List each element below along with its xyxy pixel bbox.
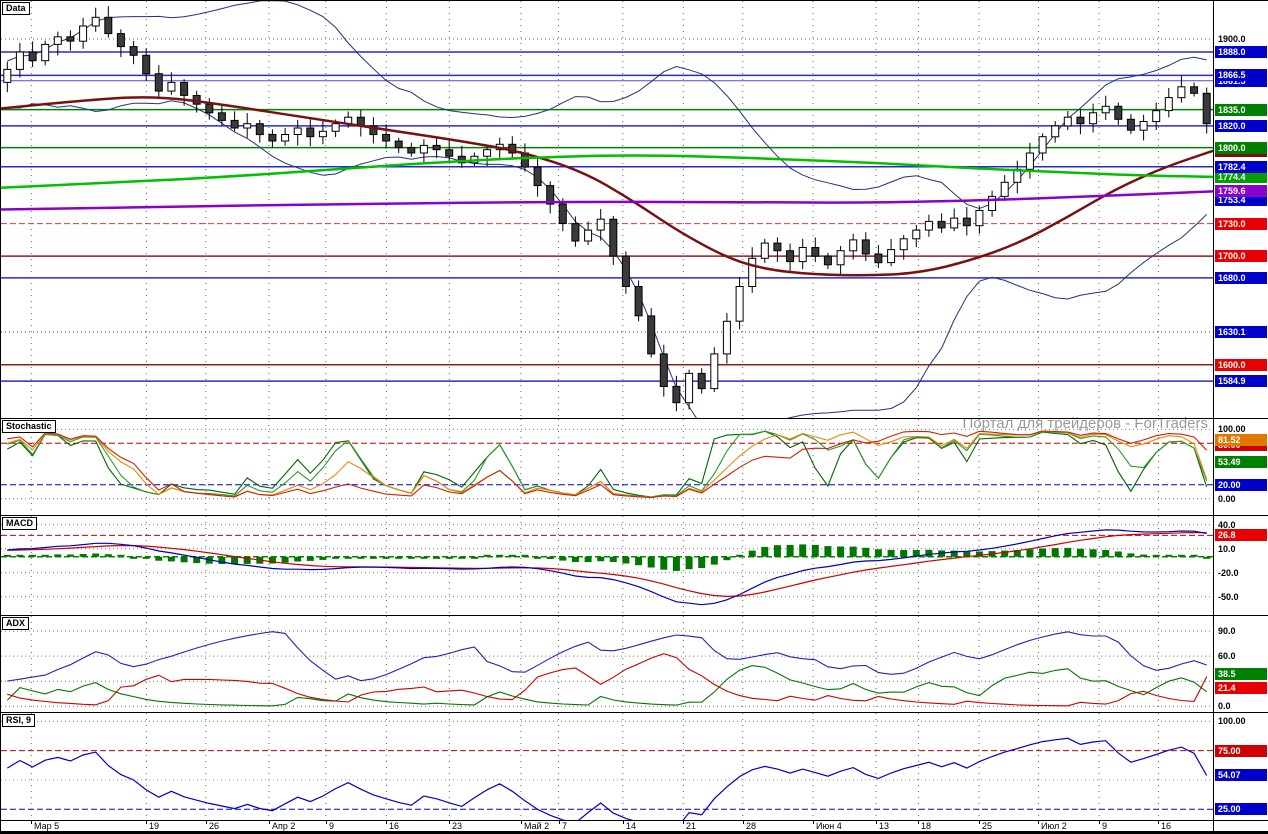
panel-separator[interactable] bbox=[1, 820, 1268, 821]
main-axis-label: 1730.0 bbox=[1215, 218, 1267, 230]
date-tick bbox=[1038, 821, 1039, 824]
adx-axis-label: 60.0 bbox=[1218, 651, 1236, 661]
date-tick bbox=[1158, 821, 1159, 824]
panel-separator[interactable] bbox=[1, 712, 1268, 713]
price-axis[interactable]: 1900.0 1888.0 1866.5 1861.5 1835.0 1820.0 1800… bbox=[1213, 1, 1268, 834]
date-tick bbox=[269, 821, 270, 824]
adx-panel-label[interactable]: ADX bbox=[2, 617, 30, 630]
main-axis-label: 1900.0 bbox=[1218, 34, 1246, 44]
date-tick bbox=[31, 821, 32, 824]
date-tick bbox=[683, 821, 684, 824]
main-axis-label: 1680.0 bbox=[1215, 272, 1267, 284]
date-label: 16 bbox=[389, 821, 400, 831]
date-tick bbox=[876, 821, 877, 824]
date-tick bbox=[386, 821, 387, 824]
date-label: 23 bbox=[452, 821, 463, 831]
macd-axis-label: -50.0 bbox=[1218, 592, 1239, 602]
date-label: 19 bbox=[149, 821, 160, 831]
adx-axis-label: 21.4 bbox=[1215, 682, 1267, 694]
stochastic-axis-label: 53.49 bbox=[1215, 456, 1267, 468]
main-axis-label: 1835.0 bbox=[1215, 104, 1267, 116]
rsi-panel-canvas[interactable] bbox=[1, 713, 1213, 821]
date-tick bbox=[743, 821, 744, 824]
price-panel-label[interactable]: Data bbox=[2, 2, 30, 15]
main-axis-label: 1630.1 bbox=[1215, 326, 1267, 338]
date-label: 13 bbox=[879, 821, 890, 831]
date-label: 18 bbox=[921, 821, 932, 831]
watermark: Портал для трейдеров - ForTraders bbox=[962, 415, 1208, 432]
long-ma bbox=[1, 190, 1213, 211]
rsi-axis-label: 25.00 bbox=[1215, 803, 1267, 815]
main-axis-label: 1774.4 bbox=[1215, 171, 1267, 183]
date-label: Мар 5 bbox=[34, 821, 60, 831]
macd-panel-label[interactable]: MACD bbox=[2, 517, 37, 530]
time-axis[interactable]: Мар 5 19 26 Апр 2 9 16 23 Май 2 7 14 21 28 Июн 4 13 18… bbox=[1, 821, 1213, 831]
macd-axis-label: 40.0 bbox=[1218, 520, 1236, 530]
panel-separator[interactable] bbox=[1, 615, 1268, 616]
candles bbox=[3, 6, 1211, 412]
stochastic-axis-label: 0.00 bbox=[1218, 494, 1236, 504]
rsi-axis-label: 54.07 bbox=[1215, 769, 1267, 781]
main-axis-label: 1584.9 bbox=[1215, 375, 1267, 387]
main-axis-label: 1700.0 bbox=[1215, 250, 1267, 262]
axis-separator bbox=[1213, 1, 1214, 834]
stochastic-axis-label: 81.52 bbox=[1215, 434, 1267, 446]
date-tick bbox=[1099, 821, 1100, 824]
bottom-edge bbox=[1, 831, 1268, 834]
main-axis-label: 1600.0 bbox=[1215, 359, 1267, 371]
macd-panel-canvas[interactable] bbox=[1, 516, 1213, 616]
date-label: Июл 2 bbox=[1041, 821, 1067, 831]
main-axis-label: 1888.0 bbox=[1215, 46, 1267, 58]
macd-axis-label: 10.0 bbox=[1218, 544, 1236, 554]
medium-ma bbox=[1, 154, 1213, 189]
macd-axis-label: -20.0 bbox=[1218, 568, 1239, 578]
adx-axis-label: 0.0 bbox=[1218, 701, 1231, 711]
date-tick bbox=[918, 821, 919, 824]
date-label: Май 2 bbox=[524, 821, 550, 831]
date-label: Июн 4 bbox=[816, 821, 842, 831]
date-tick bbox=[326, 821, 327, 824]
rsi-panel-label[interactable]: RSI, 9 bbox=[2, 714, 36, 727]
date-tick bbox=[623, 821, 624, 824]
main-axis-label: 1753.4 bbox=[1215, 194, 1267, 206]
date-label: 28 bbox=[746, 821, 757, 831]
date-tick bbox=[449, 821, 450, 824]
main-axis-label: 1759.6 bbox=[1215, 185, 1267, 197]
macd-axis-label: 26.8 bbox=[1215, 529, 1267, 541]
date-label: Апр 2 bbox=[272, 821, 296, 831]
date-label: 25 bbox=[982, 821, 993, 831]
stochastic-axis-label: 20.00 bbox=[1215, 479, 1267, 491]
adx-panel-canvas[interactable] bbox=[1, 616, 1213, 713]
date-label: 9 bbox=[329, 821, 335, 831]
stochastic-panel-label[interactable]: Stochastic bbox=[2, 420, 56, 433]
date-label: 9 bbox=[1102, 821, 1108, 831]
date-label: 26 bbox=[209, 821, 220, 831]
date-tick bbox=[146, 821, 147, 824]
date-label: 21 bbox=[686, 821, 697, 831]
rsi-axis-label: 100.00 bbox=[1218, 716, 1246, 726]
stochastic-axis-label: 100.00 bbox=[1218, 424, 1246, 434]
stochastic-panel-canvas[interactable] bbox=[1, 419, 1213, 516]
adx-axis-label: 38.5 bbox=[1215, 668, 1267, 680]
date-label: 14 bbox=[626, 821, 637, 831]
date-label: 16 bbox=[1161, 821, 1172, 831]
panel-separator[interactable] bbox=[1, 418, 1268, 419]
date-tick bbox=[206, 821, 207, 824]
rsi-axis-label: 75.00 bbox=[1215, 745, 1267, 757]
date-tick bbox=[559, 821, 560, 824]
panel-separator[interactable] bbox=[1, 515, 1268, 516]
main-axis-label: 1820.0 bbox=[1215, 120, 1267, 132]
main-axis-label: 1800.0 bbox=[1215, 142, 1267, 154]
main-axis-label: 1866.5 bbox=[1215, 69, 1267, 81]
date-tick bbox=[979, 821, 980, 824]
slow-trend-ma bbox=[1, 96, 1213, 277]
date-label: 7 bbox=[562, 821, 568, 831]
adx-axis-label: 90.0 bbox=[1218, 626, 1236, 636]
date-tick bbox=[813, 821, 814, 824]
main-panel-canvas[interactable] bbox=[1, 1, 1213, 419]
main-axis-label: 1782.4 bbox=[1215, 161, 1267, 173]
date-tick bbox=[521, 821, 522, 824]
